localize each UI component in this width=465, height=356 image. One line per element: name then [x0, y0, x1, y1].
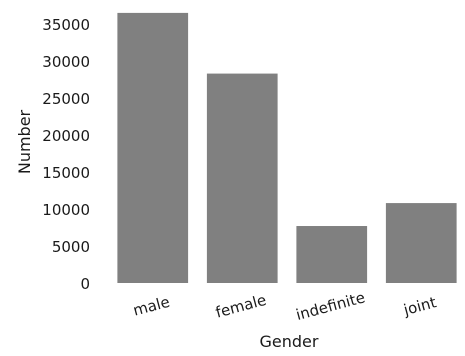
bar-joint: [385, 203, 457, 283]
y-axis-ticks: 0 5000 10000 15000 20000 25000 30000 35000: [42, 16, 90, 293]
y-tick-label: 10000: [42, 201, 90, 219]
bar-male: [117, 12, 189, 284]
y-tick-label: 0: [80, 275, 90, 293]
bar-female: [206, 73, 278, 283]
y-axis-label: Number: [15, 109, 34, 174]
x-axis-ticks: male female indefinite joint: [131, 288, 438, 324]
x-axis-label: Gender: [260, 332, 319, 351]
x-tick-label: indefinite: [294, 288, 367, 324]
y-tick-label: 30000: [42, 53, 90, 71]
y-tick-label: 35000: [42, 16, 90, 34]
y-tick-label: 25000: [42, 90, 90, 108]
bars: [117, 12, 457, 284]
bar-indefinite: [296, 226, 368, 283]
x-tick-label: joint: [401, 293, 439, 319]
x-tick-label: male: [131, 293, 172, 320]
y-tick-label: 15000: [42, 164, 90, 182]
y-tick-label: 5000: [52, 238, 90, 256]
x-tick-label: female: [214, 291, 269, 322]
y-tick-label: 20000: [42, 127, 90, 145]
